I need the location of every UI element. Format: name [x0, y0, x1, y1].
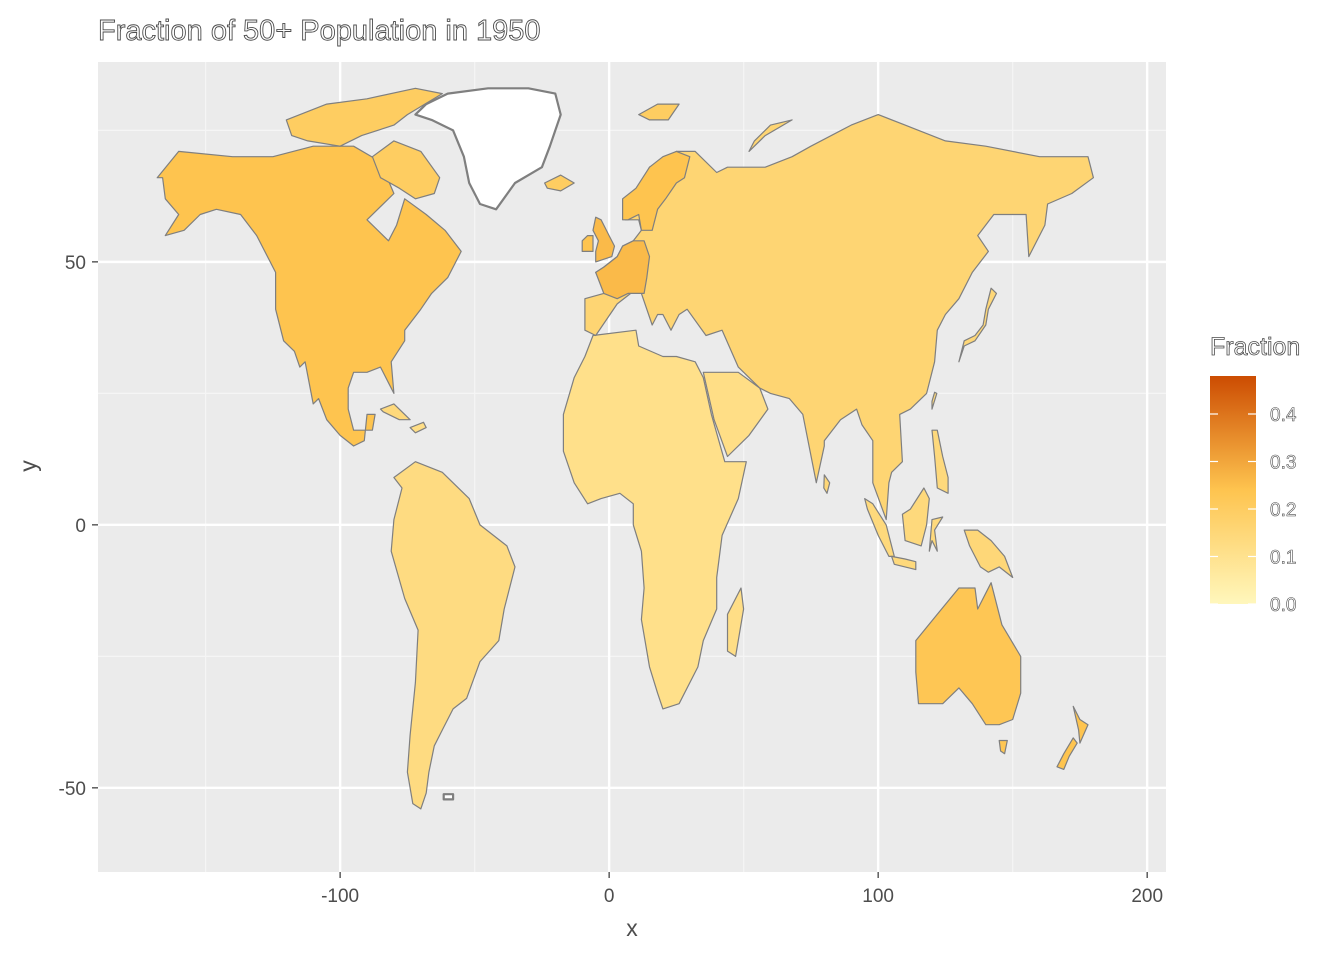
legend-tick-label: 0.4: [1270, 405, 1297, 426]
region-north-america: [156, 145, 462, 447]
region-cuba: [379, 403, 411, 421]
legend: Fraction 0.0 0.1 0.2 0.3 0.4: [1210, 333, 1301, 617]
region-western-europe: [595, 240, 651, 300]
region-new-zealand-south: [1056, 737, 1078, 770]
region-falkland-islands: [442, 793, 455, 801]
region-africa: [562, 329, 747, 710]
region-australia: [915, 582, 1022, 726]
region-tasmania: [998, 739, 1008, 755]
region-japan: [958, 287, 998, 363]
region-taiwan: [931, 391, 938, 410]
chart-title: Fraction of 50+ Population in 1950: [98, 15, 541, 47]
y-tick-label: 0: [75, 516, 86, 537]
region-svalbard: [638, 103, 680, 121]
regions: [156, 87, 1094, 810]
region-south-america: [390, 461, 516, 810]
x-tick-label: 200: [1131, 886, 1163, 907]
region-sulawesi: [928, 516, 944, 552]
y-tick-label: 50: [65, 253, 86, 274]
region-java: [891, 555, 917, 571]
region-new-guinea: [963, 529, 1014, 579]
legend-tick-label: 0.1: [1270, 548, 1296, 569]
region-baffin-island: [371, 140, 441, 200]
x-tick-label: 0: [604, 886, 615, 907]
y-tick-label: -50: [59, 779, 86, 800]
axes: -100 0 100 200 -50 0 50: [59, 253, 1163, 907]
region-madagascar: [726, 587, 745, 657]
y-axis-label: y: [15, 460, 41, 472]
region-scandinavia: [622, 150, 691, 231]
region-ireland: [581, 235, 594, 252]
region-hispaniola: [409, 421, 427, 434]
legend-title: Fraction: [1210, 333, 1300, 361]
region-great-britain: [592, 216, 616, 263]
legend-tick-label: 0.2: [1270, 500, 1296, 521]
legend-tick-label: 0.3: [1270, 453, 1296, 474]
region-greenland: [414, 87, 562, 211]
legend-colorbar: [1210, 376, 1256, 604]
x-axis-label: x: [626, 915, 638, 941]
region-philippines: [931, 429, 949, 494]
region-arabian-peninsula: [702, 371, 769, 458]
region-novaya-zemlya: [748, 119, 793, 152]
region-canadian-arctic-islands: [285, 87, 443, 147]
legend-tick-label: 0.0: [1270, 595, 1296, 616]
x-tick-label: 100: [862, 886, 894, 907]
region-iceland: [544, 174, 575, 192]
region-borneo: [901, 487, 930, 547]
x-tick-label: -100: [321, 886, 359, 907]
region-new-zealand-north: [1072, 705, 1089, 744]
region-sri-lanka: [823, 474, 831, 494]
